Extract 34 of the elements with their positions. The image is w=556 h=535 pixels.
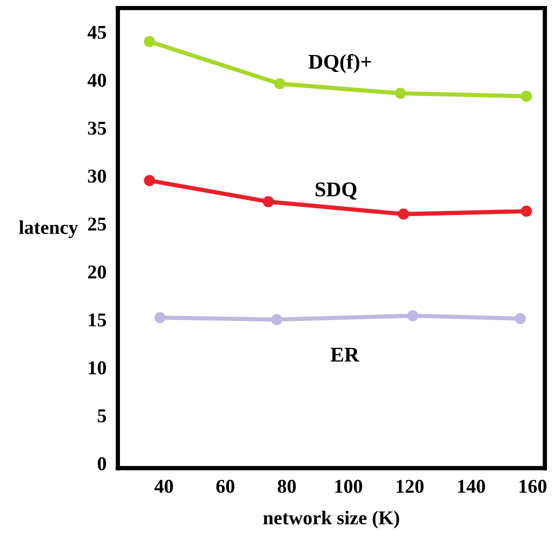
x-tick-label: 160 [520,480,546,493]
point [144,175,156,186]
x-tick-label: 100 [335,480,362,493]
point [520,206,532,217]
series-label: SDQ [316,182,356,200]
y-axis-title: latency [19,220,78,238]
x-tick-label: 140 [458,480,485,493]
point [274,78,286,90]
y-tick-label: 10 [88,361,106,374]
x-axis-title: network size (K) [263,510,400,528]
y-tick-label: 35 [88,122,106,135]
x-tick-label: 40 [154,480,173,493]
point [398,208,410,220]
y-tick-label: 45 [88,26,106,39]
series-label: ER [330,348,360,362]
y-tick-label: 40 [88,74,106,87]
point [407,310,418,322]
point [520,90,532,102]
point [262,196,274,208]
point [271,314,282,326]
point [154,312,166,324]
y-tick-label: 25 [88,218,106,231]
series-label: DQ(f)+ [308,54,372,74]
point [394,88,406,99]
x-tick-label: 120 [396,480,424,493]
x-tick-label: 80 [278,480,296,493]
y-tick-label: 5 [98,409,106,422]
y-tick-label: 15 [88,313,106,326]
point [144,36,156,48]
x-tick-label: 60 [216,480,234,493]
y-tick-label: 20 [88,265,106,279]
y-tick-label: 30 [88,170,106,183]
y-tick-label: 0 [98,457,106,470]
point [514,313,526,324]
